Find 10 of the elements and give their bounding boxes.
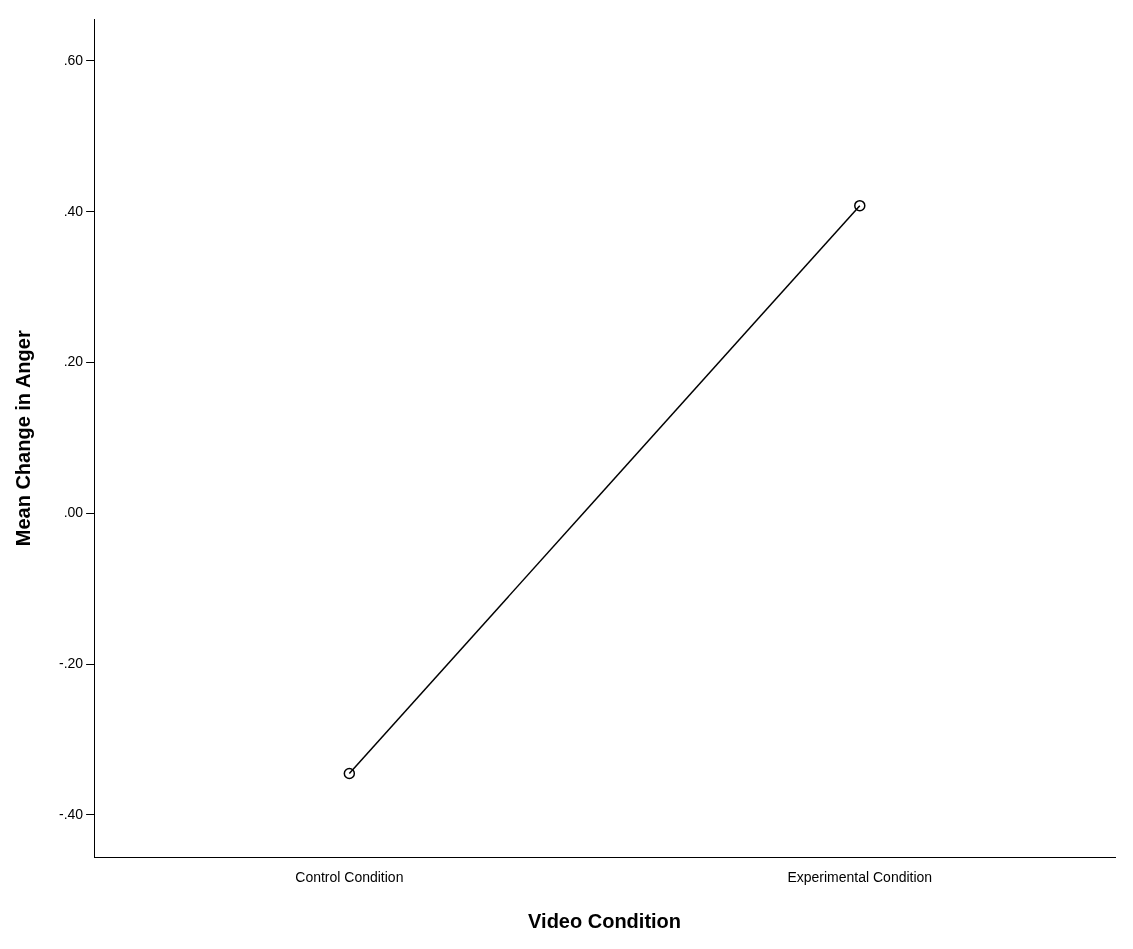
x-tick-label: Control Condition (295, 869, 404, 886)
y-axis-title: Mean Change in Anger (11, 330, 34, 547)
y-tick-label: .40 (63, 202, 84, 219)
x-axis-title: Video Condition (528, 909, 682, 932)
y-tick-label: .00 (63, 504, 84, 521)
y-tick-label: .60 (63, 51, 84, 68)
x-tick-label: Experimental Condition (787, 869, 933, 886)
y-tick-label: .20 (63, 353, 84, 370)
y-tick-label: -.20 (59, 655, 84, 672)
y-tick-label: -.40 (59, 805, 84, 822)
